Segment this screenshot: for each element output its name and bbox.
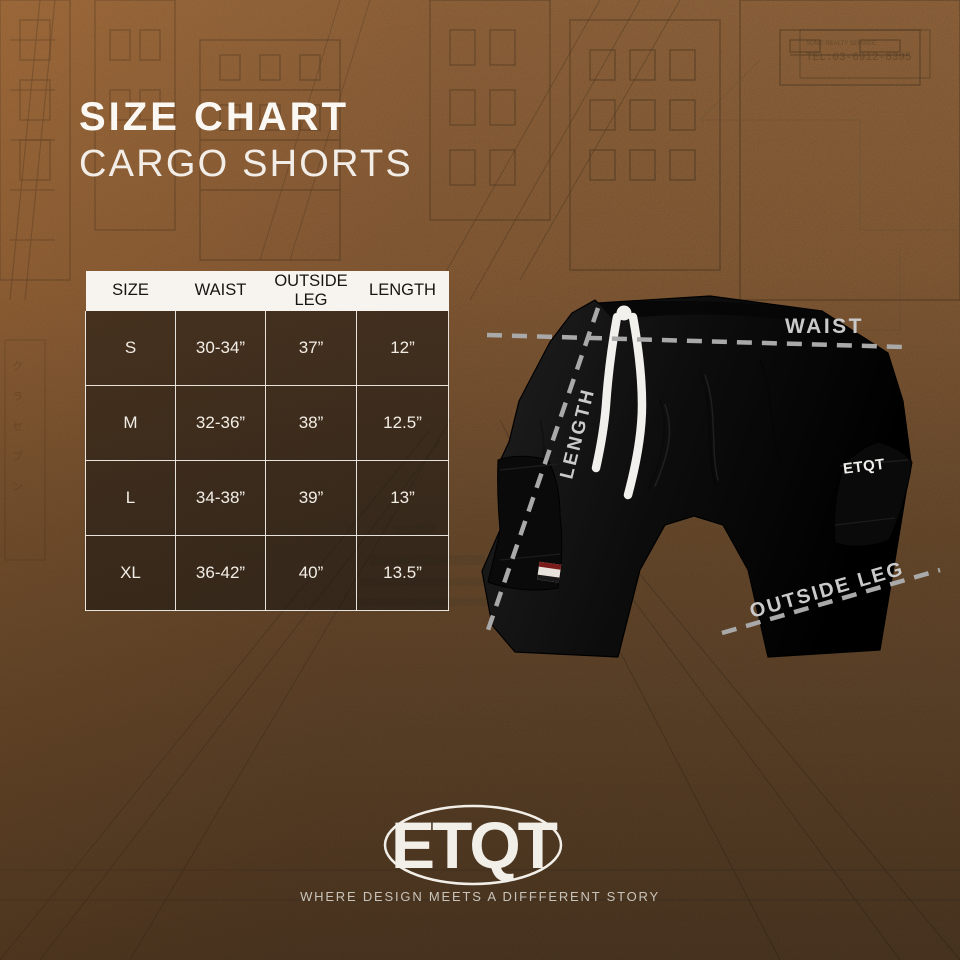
svg-text:ETQT: ETQT [391, 808, 558, 882]
